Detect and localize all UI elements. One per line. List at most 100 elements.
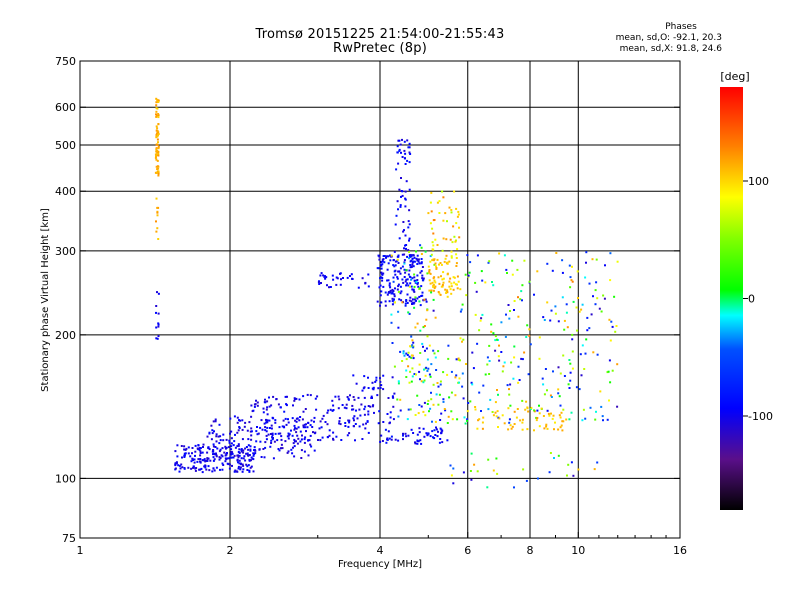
echo-point: [291, 434, 294, 437]
echo-point: [466, 419, 469, 422]
echo-point: [481, 427, 484, 430]
echo-point: [391, 342, 394, 344]
echo-point: [408, 239, 410, 242]
echo-point: [326, 436, 329, 439]
echo-point: [198, 447, 201, 449]
echo-point: [418, 431, 421, 434]
echo-point: [412, 265, 415, 268]
echo-point: [407, 284, 410, 287]
echo-point: [219, 439, 222, 442]
echo-point: [271, 434, 274, 437]
echo-point: [418, 370, 421, 373]
echo-point: [464, 422, 467, 425]
echo-point: [408, 142, 411, 145]
echo-point: [432, 403, 435, 406]
echo-point: [431, 281, 434, 284]
echo-point: [509, 404, 512, 407]
echo-point: [524, 408, 527, 411]
echo-point: [546, 301, 549, 304]
echo-point: [472, 367, 475, 370]
echo-point: [401, 360, 404, 362]
echo-point: [338, 398, 341, 401]
echo-point: [406, 139, 409, 142]
echo-point: [494, 411, 497, 414]
echo-point: [616, 405, 619, 408]
echo-point: [481, 421, 484, 424]
echo-point: [609, 339, 612, 342]
echo-point: [389, 416, 392, 419]
echo-point: [155, 147, 158, 150]
echo-point: [247, 454, 250, 457]
echo-point: [414, 441, 416, 444]
echo-point: [411, 354, 413, 357]
echo-point: [352, 417, 355, 420]
echo-point: [205, 468, 208, 471]
echo-point: [545, 425, 548, 428]
echo-point: [402, 230, 405, 233]
echo-point: [446, 439, 449, 442]
echo-point: [412, 357, 415, 360]
echo-point: [584, 417, 587, 420]
echo-point: [242, 457, 245, 460]
echo-point: [455, 257, 458, 259]
echo-point: [421, 279, 424, 282]
echo-point: [359, 414, 362, 417]
echo-point: [382, 272, 385, 275]
echo-point: [319, 274, 322, 277]
echo-point: [353, 415, 356, 418]
echo-point: [195, 467, 198, 469]
echo-point: [569, 379, 572, 382]
echo-point: [538, 357, 541, 360]
echo-point: [507, 428, 510, 431]
echo-point: [410, 255, 413, 258]
echo-point: [441, 441, 444, 444]
echo-point: [251, 457, 254, 460]
echo-point: [157, 116, 160, 119]
echo-point: [424, 414, 427, 417]
echo-point: [299, 416, 302, 418]
echo-point: [213, 469, 216, 472]
echo-point: [442, 237, 445, 240]
echo-point: [215, 452, 217, 455]
echo-point: [497, 355, 500, 358]
echo-point: [408, 188, 411, 191]
echo-point: [557, 454, 560, 457]
echo-point: [270, 439, 273, 442]
echo-point: [227, 446, 230, 449]
echo-point: [242, 468, 245, 471]
echo-point: [287, 437, 290, 440]
echo-point: [425, 318, 428, 321]
echo-point: [363, 386, 366, 389]
echo-point: [515, 416, 518, 419]
echo-point: [302, 426, 305, 429]
echo-point: [413, 260, 416, 263]
echo-point: [212, 449, 215, 451]
echo-point: [412, 260, 415, 263]
echo-point: [371, 381, 374, 384]
echo-point: [307, 421, 310, 424]
echo-point: [364, 405, 367, 408]
echo-point: [386, 438, 389, 441]
echo-point: [445, 254, 448, 257]
echo-point: [250, 415, 253, 418]
echo-point: [411, 298, 414, 301]
echo-point: [380, 261, 383, 263]
echo-point: [303, 450, 306, 453]
echo-point: [457, 210, 460, 213]
echo-point: [199, 458, 202, 460]
echo-point: [420, 380, 423, 383]
echo-point: [264, 441, 267, 444]
echo-point: [456, 248, 459, 251]
echo-point: [295, 397, 298, 400]
echo-point: [533, 409, 536, 412]
echo-point: [157, 325, 160, 328]
echo-point: [408, 209, 411, 212]
echo-point: [431, 227, 434, 230]
echo-point: [425, 432, 428, 435]
echo-point: [445, 292, 448, 294]
echo-point: [474, 408, 477, 411]
echo-point: [387, 255, 390, 258]
echo-point: [380, 384, 383, 387]
echo-point: [238, 448, 241, 451]
echo-point: [155, 155, 157, 158]
